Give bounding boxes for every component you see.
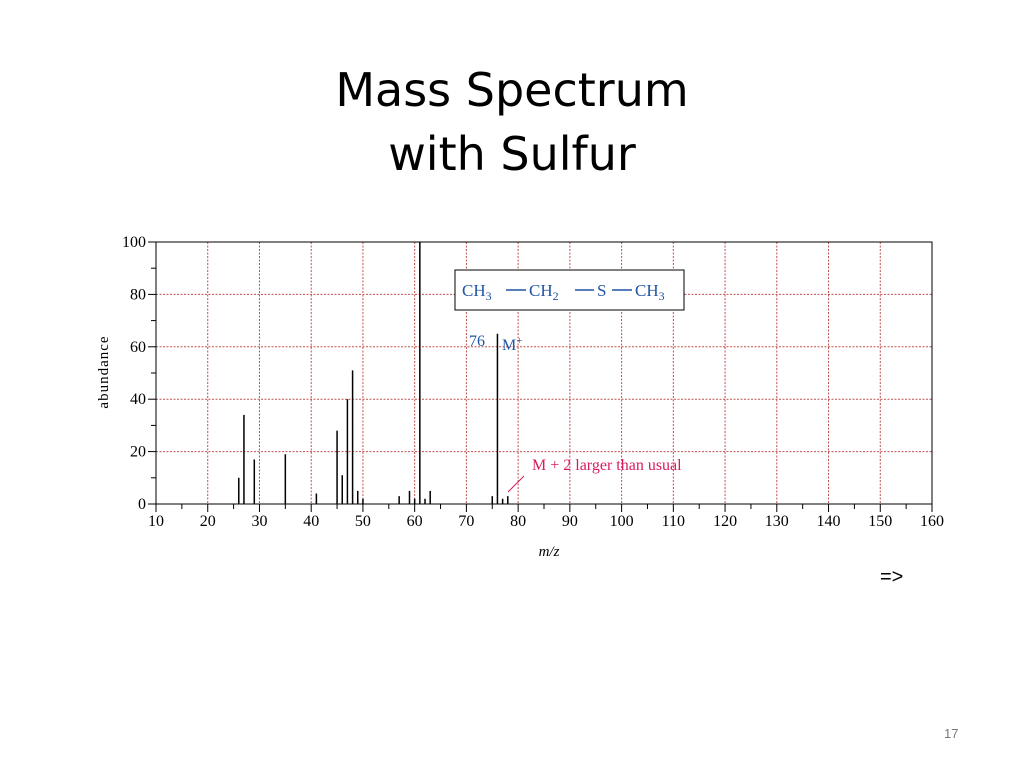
x-tick-label: 120 — [713, 513, 737, 530]
x-tick-label: 30 — [251, 513, 267, 530]
y-tick-label: 0 — [138, 496, 146, 513]
x-axis-label: m/z — [539, 544, 560, 560]
x-tick-labels: 10 20 30 40 50 60 70 80 90 100 110 120 130 140 150 160 — [148, 513, 944, 530]
formula-sulfur: S — [597, 281, 606, 300]
page-number: 17 — [944, 726, 959, 741]
x-tick-label: 160 — [920, 513, 944, 530]
y-tick-label: 40 — [130, 391, 146, 408]
x-tick-label: 50 — [355, 513, 371, 530]
x-tick-label: 100 — [610, 513, 634, 530]
structure-formula: CH3 — [462, 281, 492, 303]
x-tick-label: 90 — [562, 513, 578, 530]
x-tick-label: 110 — [662, 513, 685, 530]
m-plus-2-annotation: M + 2 larger than usual — [532, 457, 682, 474]
y-tick-label: 20 — [130, 444, 146, 461]
x-tick-label: 130 — [765, 513, 789, 530]
y-tick-label: 100 — [122, 234, 146, 251]
x-tick-label: 70 — [458, 513, 474, 530]
x-tick-label: 20 — [200, 513, 216, 530]
x-tick-label: 60 — [407, 513, 423, 530]
structure-formula-box: CH3 CH2 S CH3 — [454, 269, 685, 311]
y-tick-labels: 0 20 40 60 80 100 — [122, 234, 146, 513]
x-tick-label: 10 — [148, 513, 164, 530]
y-tick-label: 60 — [130, 339, 146, 356]
x-tick-label: 80 — [510, 513, 526, 530]
spectrum-peaks — [238, 242, 509, 504]
axis-ticks — [148, 241, 933, 512]
x-tick-label: 150 — [868, 513, 892, 530]
m-plus-2-pointer — [507, 475, 525, 493]
y-axis-label: abundance — [96, 335, 112, 408]
formula-ch2: CH2 — [529, 281, 559, 303]
slide-title: Mass Spectrum with Sulfur — [0, 58, 1024, 186]
formula-ch3-right: CH3 — [635, 281, 665, 303]
x-tick-label: 140 — [817, 513, 841, 530]
formula-box-frame — [454, 269, 685, 311]
x-tick-label: 40 — [303, 513, 319, 530]
title-line-1: Mass Spectrum — [335, 63, 689, 117]
y-tick-label: 80 — [130, 286, 146, 303]
molecular-ion-label: M+ — [502, 335, 522, 354]
next-arrow[interactable]: => — [880, 566, 904, 588]
molecular-ion-mz-label: 76 — [469, 333, 485, 350]
title-line-2: with Sulfur — [388, 127, 636, 181]
